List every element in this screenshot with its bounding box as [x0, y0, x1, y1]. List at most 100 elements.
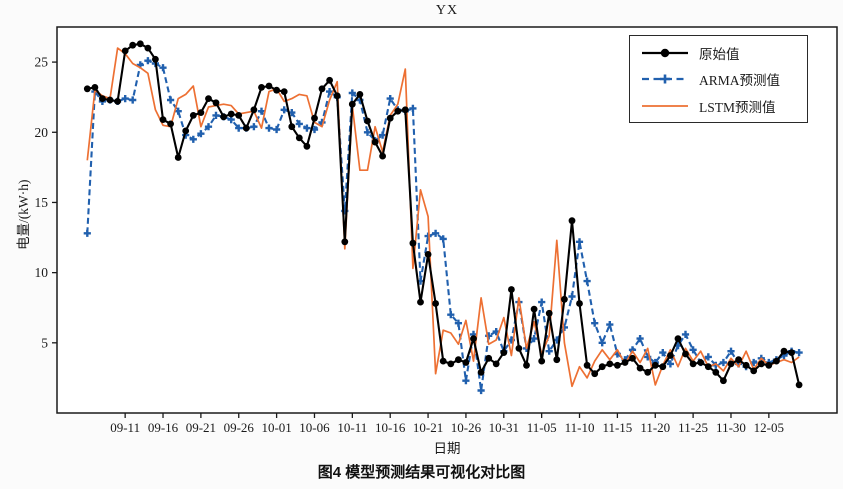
data-point-original: [167, 120, 175, 128]
data-point-original: [417, 298, 424, 306]
data-point-original: [99, 95, 106, 102]
data-point-original: [500, 349, 508, 356]
data-point-original: [644, 368, 652, 376]
legend: 原始值 ARMA预测值 LSTM预测值: [629, 35, 808, 123]
data-point-original: [159, 116, 167, 123]
data-point-original: [273, 86, 280, 94]
data-point-original: [432, 300, 439, 307]
data-point-original: [795, 381, 803, 389]
y-axis-label: 电量/(kW·h): [16, 179, 31, 250]
series-lstm: [86, 47, 800, 388]
data-point-original: [288, 123, 296, 131]
x-tick-label: 09-11: [110, 420, 140, 435]
data-point-original: [591, 370, 599, 378]
data-point-original: [311, 114, 318, 122]
data-point-original: [735, 356, 742, 364]
x-tick-label: 11-30: [716, 420, 746, 435]
data-point-original: [712, 368, 720, 376]
legend-item-arma: ARMA预测值: [630, 69, 807, 89]
data-point-original: [447, 360, 455, 368]
data-point-original: [205, 95, 212, 102]
data-point-original: [508, 286, 515, 293]
x-tick-label: 09-21: [186, 420, 216, 435]
x-tick-label: 10-26: [451, 420, 482, 435]
x-tick-label: 09-16: [148, 420, 179, 435]
data-point-original: [538, 357, 546, 365]
data-point-original: [129, 41, 137, 49]
data-point-original: [121, 47, 129, 55]
data-point-original: [583, 361, 591, 369]
data-point-original: [455, 356, 462, 364]
data-point-original: [757, 360, 765, 368]
y-tick-label: 15: [35, 195, 49, 210]
data-point-original: [598, 363, 606, 371]
x-tick-label: 10-01: [261, 420, 291, 435]
original-line-sample: [642, 48, 688, 57]
data-point-original: [114, 98, 121, 105]
data-point-original: [606, 360, 614, 368]
legend-item-lstm: LSTM预测值: [630, 96, 807, 116]
data-point-original: [106, 96, 114, 104]
legend-label-lstm: LSTM预测值: [699, 99, 776, 115]
data-point-original: [227, 110, 235, 118]
data-point-original: [371, 138, 379, 146]
data-point-original: [295, 134, 303, 142]
chart-title: YX: [435, 3, 459, 18]
data-point-original: [614, 361, 621, 369]
data-point-original: [492, 360, 500, 368]
data-point-original: [424, 251, 432, 258]
x-tick-label: 11-10: [565, 420, 595, 435]
data-point-original: [530, 305, 538, 313]
data-point-original: [220, 113, 228, 121]
data-point-original: [780, 347, 788, 355]
data-point-original: [356, 91, 364, 98]
data-point-original: [136, 40, 144, 48]
data-point-original: [341, 238, 349, 246]
data-point-original: [333, 92, 341, 100]
data-point-original: [674, 335, 682, 342]
data-point-original: [401, 106, 409, 114]
data-point-original: [470, 335, 477, 342]
data-point-original: [348, 100, 356, 108]
data-point-original: [189, 112, 197, 119]
data-point-original: [409, 239, 417, 247]
data-point-original: [394, 107, 402, 115]
data-point-original: [788, 349, 795, 356]
x-tick-label: 09-26: [224, 420, 255, 435]
data-point-original: [727, 360, 735, 368]
data-point-original: [765, 361, 773, 369]
data-point-original: [258, 84, 265, 91]
legend-item-original: 原始值: [630, 43, 807, 63]
legend-label-original: 原始值: [699, 46, 740, 62]
data-point-original: [303, 142, 311, 150]
x-tick-label: 10-21: [413, 420, 443, 435]
data-point-original: [682, 350, 689, 358]
data-point-original: [182, 127, 190, 135]
data-point-original: [242, 124, 250, 132]
data-point-original: [553, 356, 561, 364]
data-point-original: [568, 217, 576, 225]
data-point-original: [379, 152, 386, 160]
x-tick-label: 10-11: [337, 420, 367, 435]
data-point-original: [212, 99, 220, 107]
data-point-original: [265, 82, 273, 90]
y-tick-label: 20: [35, 125, 49, 140]
data-point-original: [689, 360, 697, 368]
y-tick-label: 5: [41, 335, 48, 350]
data-point-original: [523, 361, 530, 369]
x-tick-label: 12-05: [754, 420, 784, 435]
data-point-original: [386, 114, 394, 122]
data-point-original: [773, 357, 780, 365]
data-point-original: [235, 112, 243, 119]
data-point-original: [485, 354, 493, 362]
data-point-original: [174, 154, 182, 161]
lstm-line-sample: [642, 104, 688, 107]
data-point-original: [750, 367, 758, 375]
x-tick-label: 10-16: [375, 420, 406, 435]
data-point-original: [545, 309, 553, 317]
data-point-original: [364, 117, 371, 125]
data-point-original: [515, 345, 523, 352]
data-point-original: [462, 359, 470, 366]
data-point-original: [439, 357, 447, 365]
